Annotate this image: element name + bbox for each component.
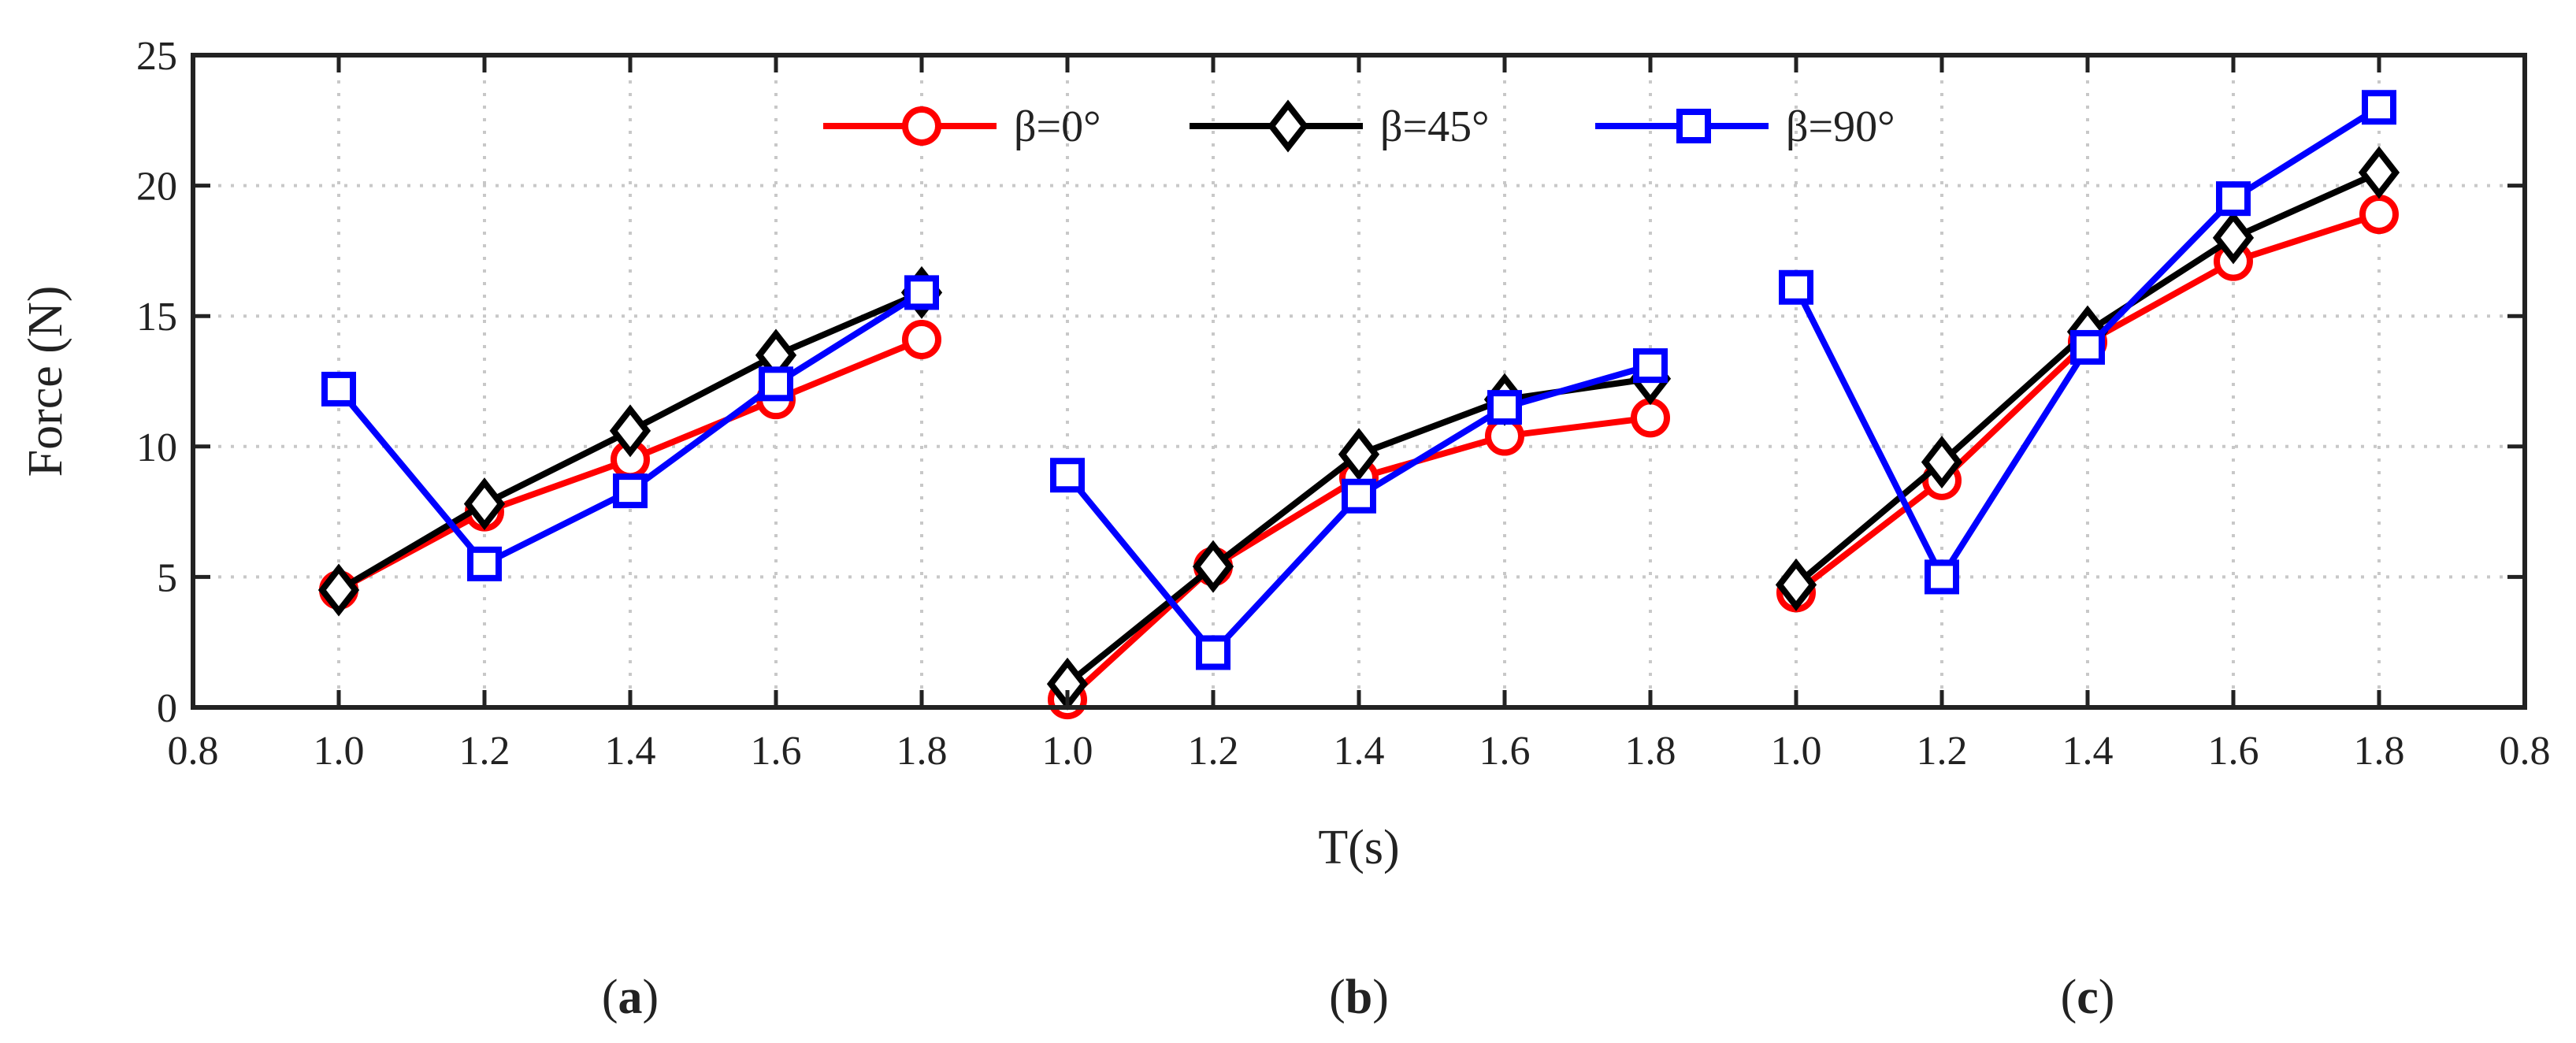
data-point-diamond	[1775, 558, 1817, 611]
data-point-square	[613, 473, 648, 509]
data-point-square	[2216, 181, 2251, 217]
x-tick-label: 1.0	[1042, 729, 1093, 774]
y-tick-label: 20	[136, 165, 177, 210]
data-point-diamond	[317, 563, 360, 617]
data-point-circle	[1631, 398, 1670, 438]
legend-marker-circle	[902, 106, 941, 146]
y-tick-label: 15	[136, 295, 177, 340]
panel-c	[1775, 90, 2400, 613]
data-point-square	[1487, 390, 1522, 425]
series-square-b	[1050, 348, 1668, 670]
data-point-square	[2362, 90, 2396, 125]
x-tick-label: 1.8	[896, 729, 948, 774]
x-axis-title: T(s)	[1318, 821, 1399, 874]
series-line	[1065, 375, 1651, 687]
grid-layer	[193, 55, 2525, 707]
ticks-layer: 0 5 10 15 20 25 0.8 1.0 1.2 1.4 1.6 1.8 1.0 1.2 1.4 1.6…	[136, 34, 2551, 774]
panel-label-c: (c)	[2061, 971, 2115, 1024]
legend-label: β=90°	[1786, 102, 1895, 151]
x-tick-label: 1.0	[1771, 729, 1822, 774]
plot-frame	[191, 53, 2527, 710]
x-tick-label: 1.4	[605, 729, 656, 774]
legend-label: β=45°	[1380, 102, 1489, 151]
series-circle-a	[319, 320, 941, 610]
y-axis-title: Force (N)	[19, 286, 72, 477]
data-point-square	[321, 371, 356, 406]
x-tick-label: 1.6	[1479, 729, 1531, 774]
x-tick-label: 1.2	[1917, 729, 1968, 774]
y-tick-label: 10	[136, 425, 177, 470]
data-point-square	[467, 546, 502, 581]
data-point-square	[904, 275, 939, 310]
legend-item-square: β=90°	[1595, 102, 1895, 151]
legend-label: β=0°	[1014, 102, 1101, 151]
data-point-square	[1779, 269, 1813, 305]
data-point-diamond	[1921, 436, 1963, 489]
data-point-square	[2070, 329, 2105, 365]
data-point-diamond	[609, 404, 651, 458]
x-tick-label: 1.0	[314, 729, 365, 774]
x-tick-label: 1.2	[1188, 729, 1239, 774]
data-point-diamond	[1192, 540, 1234, 593]
x-tick-label: 1.6	[2208, 729, 2259, 774]
data-point-square	[1050, 458, 1085, 493]
x-tick-label: 1.4	[2062, 729, 2114, 774]
legend-item-circle: β=0°	[823, 102, 1101, 151]
y-tick-label: 0	[157, 686, 177, 731]
y-tick-label: 25	[136, 34, 177, 79]
legend-marker-diamond	[1267, 99, 1309, 153]
data-point-square	[1633, 348, 1668, 384]
x-tick-label: 1.2	[459, 729, 510, 774]
legend-marker-square	[1676, 109, 1711, 143]
data-point-square	[759, 366, 793, 402]
data-point-diamond	[2212, 211, 2255, 265]
x-tick-label: 1.6	[751, 729, 802, 774]
data-point-diamond	[1338, 428, 1380, 481]
x-tick-label: 0.8	[2500, 729, 2551, 774]
legend-item-diamond: β=45°	[1190, 99, 1489, 153]
data-point-diamond	[463, 477, 506, 531]
x-tick-label: 1.4	[1334, 729, 1385, 774]
data-point-square	[1342, 478, 1376, 514]
data-point-circle	[2359, 195, 2399, 235]
panel-label-a: (a)	[602, 971, 659, 1024]
panel-a	[317, 265, 943, 617]
x-tick-label: 0.8	[168, 729, 219, 774]
data-point-square	[1925, 559, 1959, 595]
panel-labels: (a) (b) (c)	[602, 971, 2115, 1024]
data-point-square	[1196, 635, 1230, 670]
series-square-c	[1779, 90, 2396, 595]
data-point-diamond	[2358, 146, 2400, 199]
x-tick-label: 1.8	[2354, 729, 2405, 774]
y-tick-label: 5	[157, 555, 177, 600]
panel-label-b: (b)	[1329, 971, 1389, 1024]
data-point-circle	[902, 320, 941, 360]
x-tick-label: 1.8	[1625, 729, 1676, 774]
series-square-a	[321, 275, 939, 581]
legend: β=0° β=45° β=90°	[823, 99, 1895, 153]
